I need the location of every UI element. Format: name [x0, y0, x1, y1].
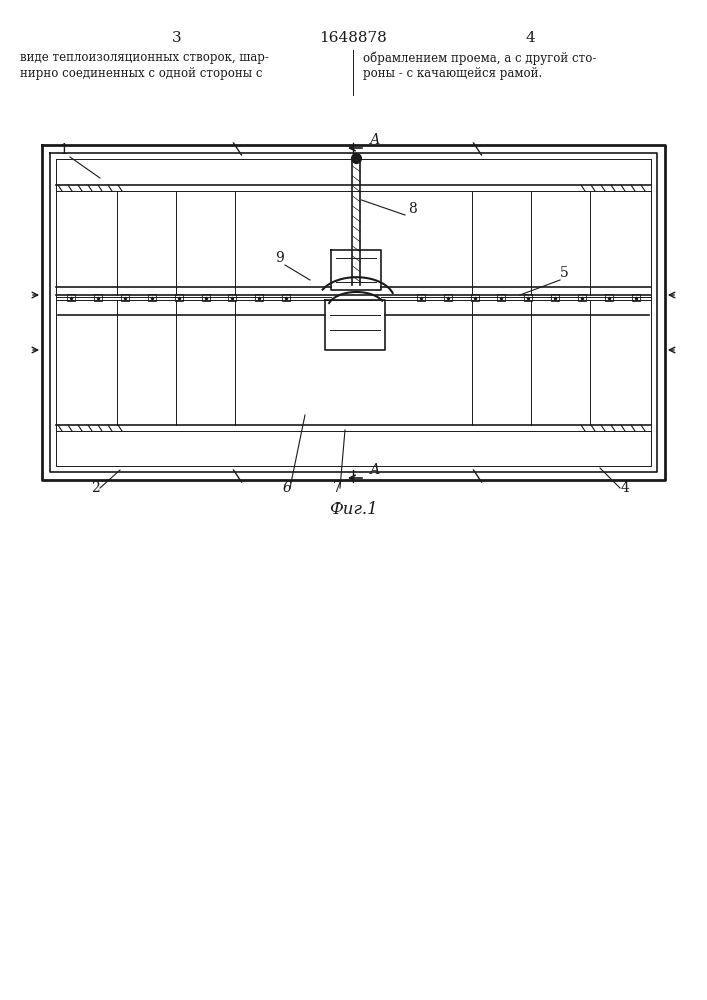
- Bar: [148, 294, 156, 301]
- Text: 1: 1: [59, 143, 69, 157]
- Text: 2: 2: [90, 481, 100, 495]
- Text: 5: 5: [560, 266, 568, 280]
- Text: А: А: [370, 133, 380, 147]
- Text: виде теплоизоляционных створок, шар-: виде теплоизоляционных створок, шар-: [20, 51, 269, 64]
- Text: А: А: [370, 463, 380, 477]
- Bar: [525, 294, 532, 301]
- Bar: [282, 294, 291, 301]
- Text: 1648878: 1648878: [319, 31, 387, 45]
- Bar: [551, 294, 559, 301]
- Text: 6: 6: [283, 481, 291, 495]
- Bar: [67, 294, 75, 301]
- Bar: [255, 294, 263, 301]
- Bar: [498, 294, 506, 301]
- Bar: [605, 294, 613, 301]
- Bar: [175, 294, 182, 301]
- Bar: [632, 294, 640, 301]
- Bar: [416, 294, 425, 301]
- Text: 4: 4: [621, 481, 629, 495]
- Text: Фиг.1: Фиг.1: [329, 502, 378, 518]
- Bar: [121, 294, 129, 301]
- Bar: [444, 294, 452, 301]
- Bar: [471, 294, 479, 301]
- Text: 3: 3: [173, 31, 182, 45]
- Text: 9: 9: [276, 251, 284, 265]
- Text: 4: 4: [525, 31, 535, 45]
- Bar: [94, 294, 102, 301]
- Text: 7: 7: [332, 481, 341, 495]
- Bar: [201, 294, 209, 301]
- Text: нирно соединенных с одной стороны с: нирно соединенных с одной стороны с: [20, 68, 262, 81]
- Text: обрамлением проема, а с другой сто-: обрамлением проема, а с другой сто-: [363, 51, 597, 65]
- Bar: [578, 294, 586, 301]
- Text: роны - с качающейся рамой.: роны - с качающейся рамой.: [363, 68, 542, 81]
- Bar: [228, 294, 236, 301]
- Text: 8: 8: [408, 202, 416, 216]
